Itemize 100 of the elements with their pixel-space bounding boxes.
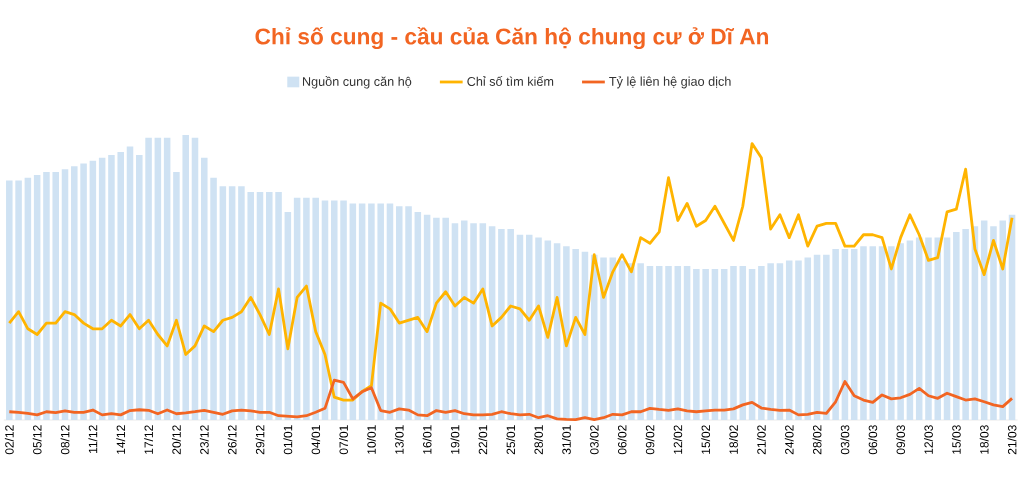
bar — [906, 240, 914, 420]
x-tick-label: 16/01 — [422, 425, 432, 454]
x-tick-label: 15/03 — [951, 425, 961, 454]
bar — [804, 257, 812, 420]
bar — [860, 246, 867, 420]
x-tick-label: 14/12 — [116, 425, 126, 454]
bar — [405, 206, 412, 420]
x-tick-label: 01/01 — [283, 425, 293, 455]
x-tick-label: 15/02 — [701, 425, 711, 454]
bar — [637, 263, 644, 420]
x-tick-label: 26/12 — [227, 425, 237, 455]
bar — [340, 200, 347, 420]
bar — [655, 266, 663, 420]
bar — [711, 268, 719, 420]
bar — [962, 229, 969, 420]
bar — [312, 197, 319, 420]
bar — [238, 186, 245, 420]
x-tick-label: 07/01 — [339, 425, 348, 455]
bar — [275, 192, 282, 420]
x-tick-label: 08/12 — [60, 425, 70, 455]
bar — [71, 166, 78, 420]
x-tick-label: 04/01 — [311, 425, 321, 455]
x-tick-label: 17/12 — [144, 425, 153, 454]
bar — [331, 200, 338, 420]
bar — [823, 254, 830, 420]
x-tick-label: 09/03 — [896, 425, 906, 455]
x-tick-label: 23/12 — [199, 425, 209, 455]
bar — [498, 229, 505, 420]
bar — [61, 169, 69, 420]
legend-label: Tỷ lệ liên hệ giao dịch — [609, 76, 731, 89]
x-tick-label: 21/03 — [1007, 425, 1017, 455]
x-tick-label: 03/02 — [589, 425, 599, 455]
bar — [442, 217, 449, 420]
bar — [897, 243, 904, 420]
bar — [600, 257, 607, 420]
bar — [795, 260, 802, 420]
bar — [878, 246, 886, 420]
bar — [145, 137, 152, 420]
x-tick-label: 28/02 — [812, 425, 822, 455]
bar — [674, 266, 682, 420]
bar — [358, 203, 366, 420]
bar — [507, 229, 514, 420]
x-tick-label: 06/02 — [617, 425, 627, 455]
bar — [89, 160, 97, 420]
bar — [266, 192, 273, 420]
bar — [628, 263, 635, 420]
bar — [990, 226, 997, 420]
x-tick-label: 25/01 — [506, 425, 516, 455]
bar — [832, 249, 839, 420]
bar — [953, 231, 960, 420]
bar — [739, 266, 747, 420]
bar — [683, 266, 691, 420]
bar — [395, 206, 403, 420]
bar — [869, 246, 877, 420]
bar — [136, 154, 143, 420]
x-tick-label: 29/12 — [255, 425, 265, 455]
x-tick-label: 06/03 — [868, 425, 878, 455]
bar — [433, 217, 440, 420]
x-tick-label: 13/01 — [394, 425, 404, 454]
bar — [618, 260, 626, 420]
bar — [748, 268, 756, 420]
bar — [80, 163, 87, 420]
bar — [228, 186, 236, 420]
x-tick-label: 03/03 — [840, 425, 850, 455]
bar — [43, 172, 50, 420]
bar — [776, 263, 784, 420]
bar — [767, 263, 774, 420]
bar — [563, 246, 570, 420]
bar — [525, 234, 533, 420]
bar — [785, 260, 793, 420]
bar — [693, 268, 700, 420]
x-tick-label: 02/12 — [4, 425, 14, 455]
bar — [201, 157, 208, 420]
bar — [934, 237, 942, 420]
chart-title: Chỉ số cung - cầu của Căn hộ chung cư ở Dĩ An — [255, 26, 769, 50]
x-tick-label: 28/01 — [534, 425, 543, 455]
bar — [52, 172, 59, 420]
x-tick-label: 18/03 — [979, 425, 989, 454]
x-tick-label: 18/02 — [729, 425, 738, 454]
x-tick-label: 10/01 — [366, 425, 376, 454]
x-tick-label: 12/02 — [673, 425, 683, 454]
bar — [108, 154, 115, 420]
x-tick-label: 21/02 — [756, 425, 766, 455]
bar — [210, 177, 217, 420]
bar — [999, 220, 1007, 420]
bar — [665, 266, 672, 420]
bar — [6, 180, 13, 420]
bar — [460, 220, 468, 420]
x-tick-label: 11/12 — [88, 425, 98, 453]
bar — [720, 268, 728, 420]
x-tick-label: 12/03 — [924, 425, 933, 454]
x-tick-label: 31/01 — [561, 425, 571, 455]
bar — [182, 135, 189, 420]
bar — [349, 203, 357, 420]
x-tick-label: 19/01 — [450, 425, 460, 454]
x-tick-label: 20/12 — [172, 425, 181, 455]
legend-label: Chỉ số tìm kiếm — [467, 76, 554, 86]
x-tick-label: 09/02 — [645, 425, 655, 455]
bar — [572, 249, 579, 420]
bar — [117, 152, 124, 420]
